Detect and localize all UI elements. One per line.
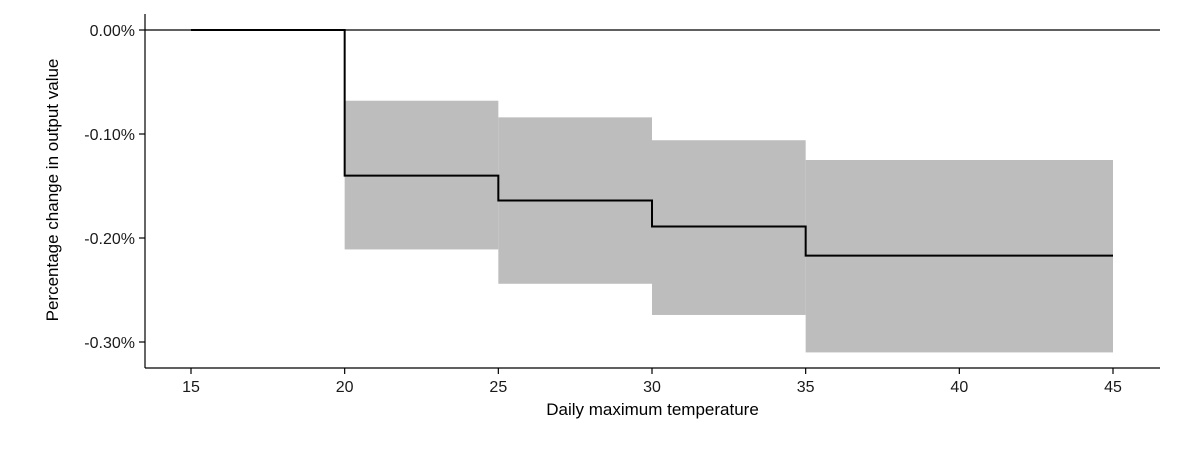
- y-tick-label: -0.20%: [84, 231, 135, 248]
- x-tick-label: 35: [797, 379, 815, 396]
- x-tick-label: 20: [336, 379, 354, 396]
- x-axis-ticks: 15 20 25 30 35 40 45: [182, 368, 1122, 396]
- y-tick-label: -0.30%: [84, 335, 135, 352]
- y-tick-label: 0.00%: [90, 23, 135, 40]
- y-tick-label: -0.10%: [84, 127, 135, 144]
- x-tick-label: 25: [489, 379, 507, 396]
- x-axis-title: Daily maximum temperature: [546, 400, 759, 419]
- y-axis-title: Percentage change in output value: [43, 59, 62, 322]
- x-tick-label: 40: [950, 379, 968, 396]
- y-axis-ticks: 0.00% -0.10% -0.20% -0.30%: [84, 23, 145, 352]
- ci-band: [652, 140, 806, 315]
- x-tick-label: 45: [1104, 379, 1122, 396]
- x-tick-label: 15: [182, 379, 200, 396]
- estimate-step-line: [191, 29, 1113, 257]
- x-tick-label: 30: [643, 379, 661, 396]
